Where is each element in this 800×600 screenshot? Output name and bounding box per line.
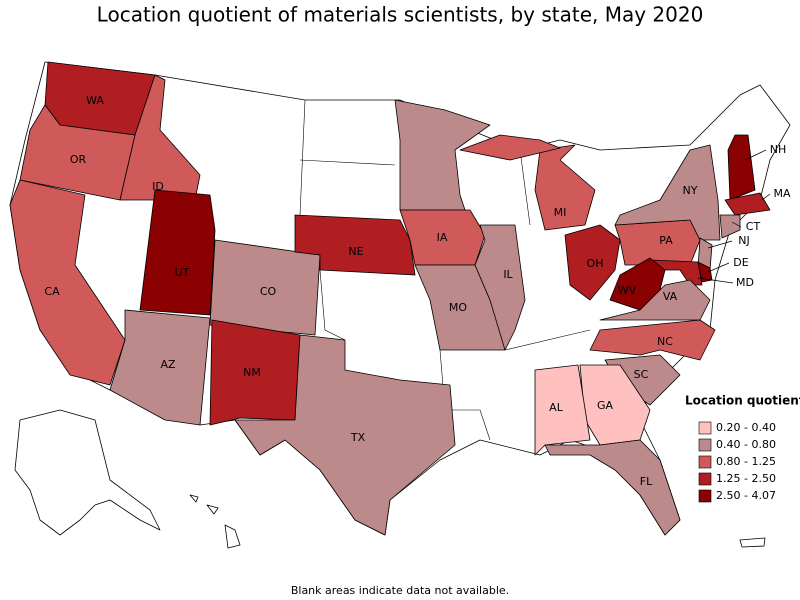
state-label: CA — [44, 285, 60, 298]
state-shape — [459, 134, 561, 161]
legend-title: Location quotient — [685, 394, 800, 408]
legend-swatch — [698, 438, 712, 452]
legend-label: 0.20 - 0.40 — [716, 421, 776, 434]
leader-line — [744, 149, 767, 161]
state-label: MA — [773, 187, 790, 200]
legend-swatch — [698, 421, 712, 435]
state-shape — [474, 224, 526, 351]
state-label: NY — [683, 184, 698, 197]
hawaii — [224, 524, 241, 549]
state-label: NJ — [738, 234, 749, 247]
legend-swatch — [698, 455, 712, 469]
state-label: MD — [736, 276, 754, 289]
state-label: NM — [243, 366, 261, 379]
state-shape — [614, 219, 701, 266]
state-label: NH — [770, 143, 787, 156]
state-shape — [534, 364, 591, 456]
state-shape — [119, 74, 201, 201]
footnote: Blank areas indicate data not available. — [291, 584, 509, 597]
state-label: PA — [659, 234, 673, 247]
hawaii — [206, 504, 219, 515]
state-label: AL — [549, 401, 564, 414]
state-shape — [719, 214, 741, 239]
leader-line — [707, 262, 730, 273]
state-shape — [109, 309, 211, 426]
state-label: GA — [597, 399, 614, 412]
state-shape — [724, 192, 771, 216]
state-label: MO — [449, 301, 467, 314]
state-shape — [209, 319, 301, 426]
state-shape — [564, 224, 621, 301]
state-borders — [439, 349, 491, 441]
state-label: AZ — [160, 358, 176, 371]
state-shape — [209, 239, 321, 336]
state-label: IA — [437, 231, 448, 244]
state-borders — [519, 149, 531, 226]
state-label: OH — [587, 257, 604, 270]
state-label: MI — [554, 206, 567, 219]
legend-label: 1.25 - 2.50 — [716, 472, 776, 485]
state-shape — [394, 99, 491, 211]
state-label: DE — [733, 256, 748, 269]
state-shape — [9, 179, 126, 386]
state-label: SC — [634, 368, 649, 381]
state-shape — [544, 439, 681, 536]
state-borders — [299, 159, 396, 166]
state-label: CO — [260, 285, 277, 298]
state-label: UT — [175, 266, 190, 279]
state-label: OR — [70, 153, 87, 166]
alaska — [14, 409, 161, 536]
legend-swatch — [698, 472, 712, 486]
state-shape — [614, 144, 721, 241]
puerto-rico — [739, 537, 766, 548]
state-shape — [589, 319, 716, 361]
state-label: WA — [86, 94, 104, 107]
state-label: VA — [663, 290, 678, 303]
state-label: CT — [746, 220, 761, 233]
legend: Location quotient 0.20 - 0.40 0.40 - 0.80… — [685, 394, 800, 503]
map-title: Location quotient of materials scientist… — [97, 3, 704, 27]
state-label: IL — [503, 268, 513, 281]
state-borders — [504, 329, 591, 351]
leader-line — [707, 240, 733, 249]
state-label: NE — [348, 245, 363, 258]
hawaii — [189, 494, 199, 503]
leader-line — [697, 277, 734, 284]
states: WAORIDCAUTAZCONMTXNEMNIAMOILMIOHPANYNHMA… — [9, 61, 791, 536]
leader-line — [731, 221, 742, 228]
legend-swatch — [698, 489, 712, 503]
state-label: WV — [618, 284, 637, 297]
state-label: TX — [350, 431, 366, 444]
leader-line — [761, 193, 771, 201]
legend-label: 2.50 - 4.07 — [716, 489, 776, 502]
state-shape — [234, 334, 456, 536]
state-label: NC — [657, 335, 673, 348]
state-shape — [139, 189, 216, 316]
state-shape — [727, 134, 756, 201]
state-shape — [534, 144, 596, 231]
legend-label: 0.40 - 0.80 — [716, 438, 776, 451]
legend-label: 0.80 - 1.25 — [716, 455, 776, 468]
state-label: FL — [640, 475, 653, 488]
state-shape — [294, 214, 416, 276]
state-label: ID — [152, 180, 164, 193]
